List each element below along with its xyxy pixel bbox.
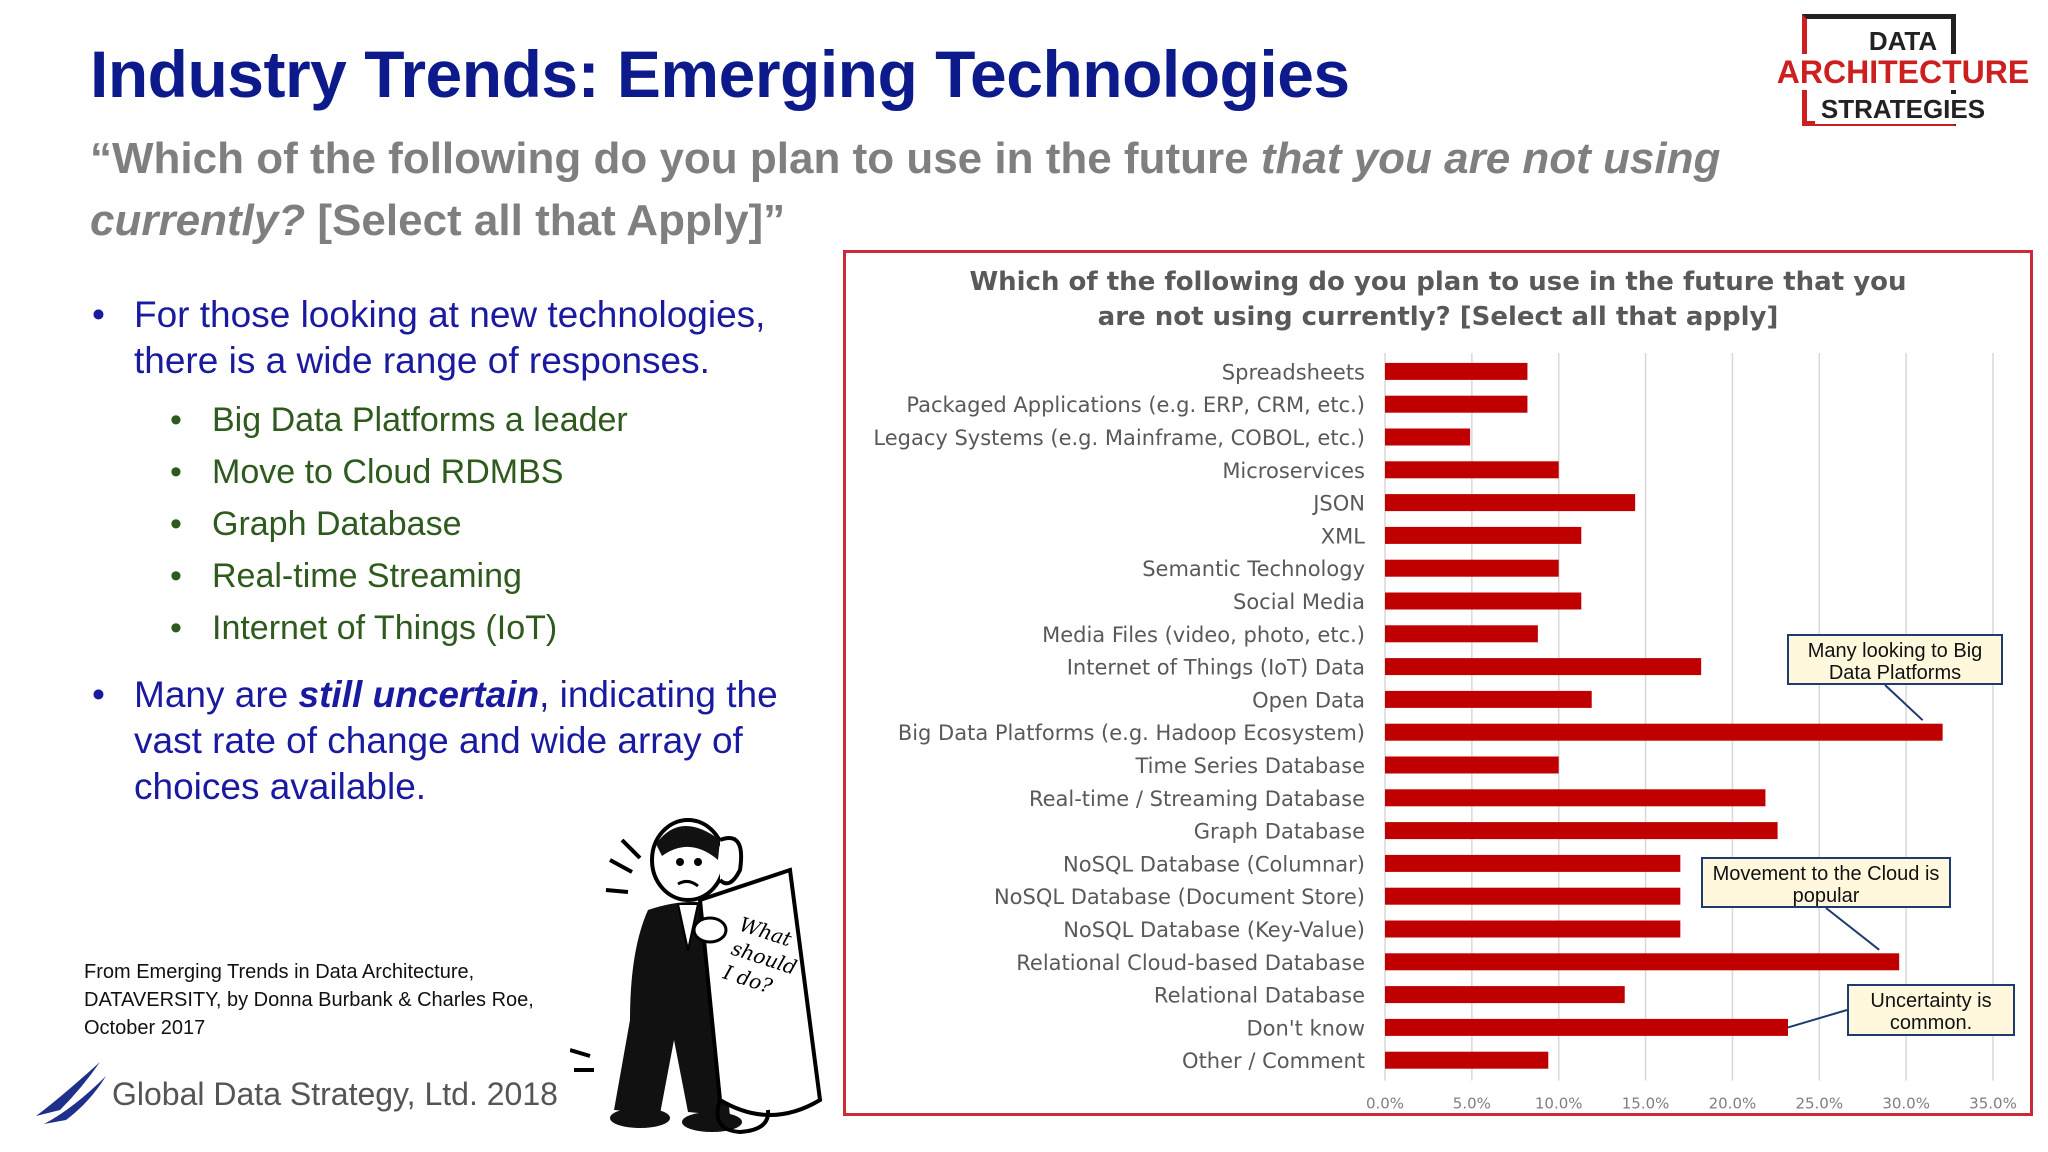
category-label: Legacy Systems (e.g. Mainframe, COBOL, e… <box>873 426 1365 450</box>
category-label: Internet of Things (IoT) Data <box>1067 656 1365 680</box>
callout-connector <box>1884 684 1924 721</box>
x-tick-label: 5.0% <box>1453 1095 1491 1113</box>
logo-line3: STRATEGIES <box>1762 94 2044 125</box>
sub-bullet-item: • Move to Cloud RDMBS <box>170 453 564 491</box>
category-label: NoSQL Database (Columnar) <box>1063 852 1365 876</box>
confused-man-cartoon: What should I do? <box>570 818 823 1135</box>
category-label: Don't know <box>1246 1016 1365 1040</box>
x-tick-label: 10.0% <box>1535 1095 1583 1113</box>
bar <box>1385 789 1766 807</box>
question-part1: “Which of the following do you plan to u… <box>90 134 1249 183</box>
callout-connector <box>1787 1009 1848 1029</box>
category-label: Relational Database <box>1154 984 1365 1008</box>
source-citation: From Emerging Trends in Data Architectur… <box>84 958 604 1042</box>
global-data-strategy-swoosh-icon <box>36 1062 106 1124</box>
bar <box>1385 494 1636 512</box>
bar <box>1385 953 1900 971</box>
survey-question: “Which of the following do you plan to u… <box>90 128 1810 252</box>
bullet-dot: • <box>92 294 105 335</box>
chart-title-line2: are not using currently? [Select all tha… <box>1098 302 1779 332</box>
bar <box>1385 592 1582 610</box>
bar <box>1385 362 1528 380</box>
chart-title-line1: Which of the following do you plan to us… <box>969 267 1906 297</box>
question-part2: [Select all that Apply]” <box>317 196 786 245</box>
x-tick-label: 30.0% <box>1882 1095 1930 1113</box>
sub-bullet-list: • Big Data Platforms a leader • Move to Cl… <box>92 394 812 654</box>
sub-bullet-item: • Graph Database <box>170 505 462 543</box>
sub-bullet-item: • Big Data Platforms a leader <box>170 401 628 439</box>
bullet-list: • For those looking at new technologies,… <box>92 292 812 820</box>
footer-company: Global Data Strategy, Ltd. 2018 <box>112 1076 558 1112</box>
x-tick-label: 15.0% <box>1622 1095 1670 1113</box>
bar <box>1385 625 1538 643</box>
logo-line1: DATA <box>1762 26 2044 57</box>
logo-line2: ARCHITECTURE <box>1774 54 2032 90</box>
sub-bullet-item: • Real-time Streaming <box>170 557 522 595</box>
category-label: Social Media <box>1233 590 1365 614</box>
bar <box>1385 920 1681 938</box>
category-label: Big Data Platforms (e.g. Hadoop Ecosyste… <box>898 721 1365 745</box>
category-label: Relational Cloud-based Database <box>1016 951 1365 975</box>
callout-connector <box>1825 907 1880 951</box>
bar <box>1385 559 1559 577</box>
x-tick-label: 35.0% <box>1969 1095 2017 1113</box>
category-label: Spreadsheets <box>1222 360 1365 384</box>
bar <box>1385 461 1559 479</box>
bar <box>1385 526 1582 544</box>
category-label: Open Data <box>1252 688 1365 712</box>
callout-uncertainty: Uncertainty is common. <box>1847 984 2015 1036</box>
category-label: Packaged Applications (e.g. ERP, CRM, et… <box>906 393 1365 417</box>
category-label: Time Series Database <box>1134 754 1365 778</box>
bullet-wide-range: • For those looking at new technologies,… <box>92 294 766 381</box>
bar <box>1385 854 1681 872</box>
bullet-uncertain: • Many are still uncertain, indicating t… <box>92 674 778 807</box>
source-line: DATAVERSITY, by Donna Burbank & Charles … <box>84 989 534 1011</box>
bar <box>1385 723 1943 741</box>
category-label: Real-time / Streaming Database <box>1029 787 1365 811</box>
bar <box>1385 756 1559 774</box>
category-label: NoSQL Database (Document Store) <box>994 885 1365 909</box>
bar-chart: Which of the following do you plan to us… <box>873 267 2017 1113</box>
bar <box>1385 690 1592 708</box>
callout-big-data: Many looking to Big Data Platforms <box>1787 634 2003 685</box>
category-label: Other / Comment <box>1182 1049 1365 1073</box>
x-tick-label: 25.0% <box>1795 1095 1843 1113</box>
category-label: XML <box>1321 524 1366 548</box>
category-label: Semantic Technology <box>1142 557 1365 581</box>
source-line: October 2017 <box>84 1017 206 1039</box>
bar <box>1385 658 1702 676</box>
x-tick-label: 20.0% <box>1709 1095 1757 1113</box>
bar <box>1385 1018 1789 1036</box>
bar <box>1385 822 1778 840</box>
bar <box>1385 428 1471 446</box>
category-label: JSON <box>1311 492 1365 516</box>
category-label: NoSQL Database (Key-Value) <box>1063 918 1365 942</box>
bullet-dot: • <box>92 674 105 715</box>
bar <box>1385 887 1681 905</box>
sub-bullet-item: • Internet of Things (IoT) <box>170 609 558 647</box>
data-architecture-strategies-logo: DATA ARCHITECTURE STRATEGIES <box>1762 14 2044 132</box>
source-line: From Emerging Trends in Data Architectur… <box>84 961 475 983</box>
slide-title: Industry Trends: Emerging Technologies <box>90 37 1350 111</box>
category-label: Media Files (video, photo, etc.) <box>1042 623 1365 647</box>
question-italic: that you are not using currently? <box>90 134 1721 245</box>
category-label: Microservices <box>1222 459 1365 483</box>
bar <box>1385 986 1625 1004</box>
category-label: Graph Database <box>1194 820 1365 844</box>
bar <box>1385 1051 1549 1069</box>
callout-cloud: Movement to the Cloud is popular <box>1701 857 1951 908</box>
bar <box>1385 395 1528 413</box>
x-tick-label: 0.0% <box>1366 1095 1404 1113</box>
